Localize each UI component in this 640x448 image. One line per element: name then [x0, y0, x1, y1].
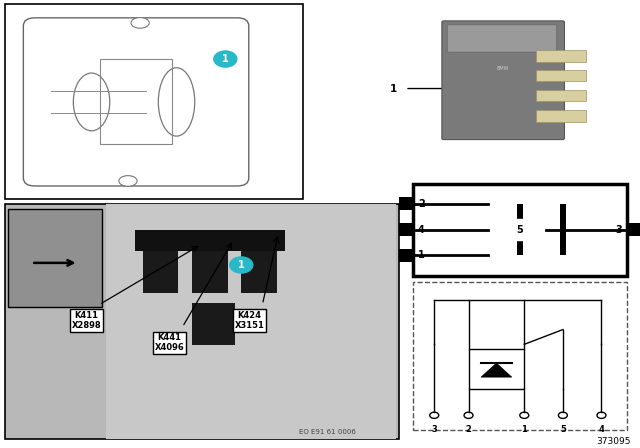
Text: 3: 3	[615, 224, 622, 235]
Text: K411
X2898: K411 X2898	[72, 310, 101, 330]
Bar	[5, 4, 303, 199]
Bar	[517, 204, 523, 255]
Text: 5: 5	[560, 425, 566, 434]
Bar	[468, 349, 524, 389]
Ellipse shape	[74, 73, 109, 131]
Ellipse shape	[119, 176, 137, 186]
Text: 2: 2	[418, 199, 425, 209]
Text: 3: 3	[431, 425, 437, 434]
Text: 1: 1	[390, 83, 397, 94]
Bar	[143, 251, 179, 293]
Bar	[559, 204, 566, 255]
Bar	[8, 208, 102, 307]
FancyBboxPatch shape	[442, 21, 564, 140]
Text: 1: 1	[222, 54, 228, 64]
Bar	[536, 110, 586, 122]
FancyBboxPatch shape	[23, 18, 249, 186]
Bar	[100, 59, 173, 145]
Bar	[413, 282, 627, 430]
Text: 1: 1	[522, 425, 527, 434]
Bar	[413, 184, 627, 276]
Text: K424
X3151: K424 X3151	[235, 310, 264, 330]
Text: 1: 1	[238, 260, 244, 270]
Ellipse shape	[131, 17, 149, 28]
Bar	[399, 198, 413, 210]
Bar	[627, 223, 640, 236]
Circle shape	[230, 257, 253, 273]
Text: 4: 4	[418, 224, 425, 235]
FancyBboxPatch shape	[447, 25, 557, 52]
Text: 4: 4	[598, 425, 604, 434]
Text: K441
X4096: K441 X4096	[155, 333, 184, 353]
Bar	[192, 303, 235, 345]
Text: BMW: BMW	[497, 66, 509, 71]
Text: 2: 2	[466, 425, 472, 434]
Bar	[5, 204, 399, 439]
Text: 1: 1	[418, 250, 425, 260]
Bar	[399, 223, 413, 236]
Bar	[192, 251, 227, 293]
Bar	[135, 230, 285, 251]
Bar	[536, 90, 586, 101]
Bar	[106, 204, 396, 439]
Circle shape	[214, 51, 237, 67]
Text: 373095: 373095	[596, 437, 630, 446]
Bar	[536, 70, 586, 82]
Bar	[399, 249, 413, 262]
Text: EO E91 61 0006: EO E91 61 0006	[300, 430, 356, 435]
Text: 5: 5	[516, 224, 524, 235]
Bar	[241, 251, 276, 293]
Polygon shape	[481, 363, 512, 377]
Bar	[536, 50, 586, 62]
Ellipse shape	[158, 68, 195, 136]
